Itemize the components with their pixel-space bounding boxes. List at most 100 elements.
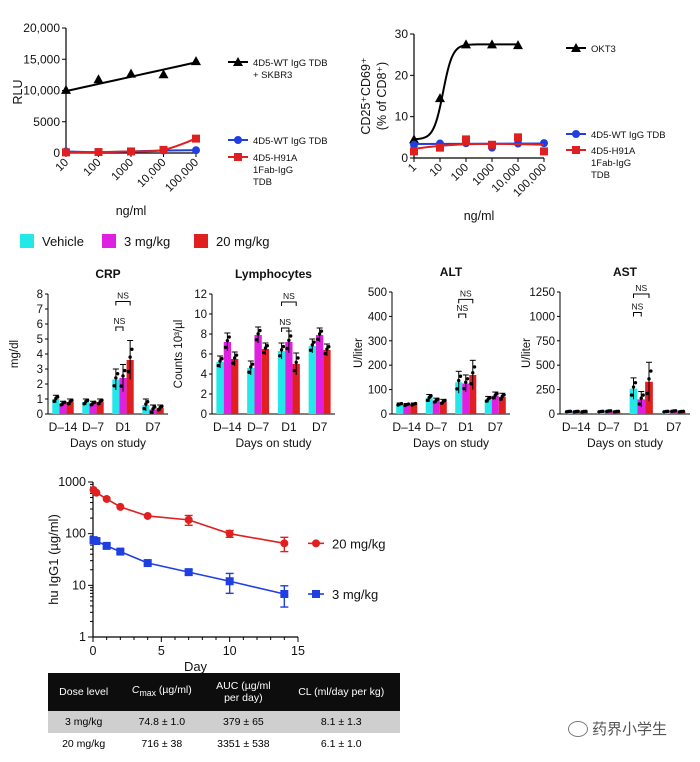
dot xyxy=(278,354,282,358)
series-line xyxy=(413,142,545,150)
x-tick-label: 1000 xyxy=(110,157,137,184)
panel-alt-chart: ALT 0 100 200 300 400 500 D–14 D–7 D1 D7 NS NS Days o… xyxy=(353,265,510,450)
bar xyxy=(216,362,224,414)
legend-swatch xyxy=(194,234,208,248)
y-tick-label: 3 xyxy=(37,364,43,376)
significance-bracket xyxy=(633,293,650,298)
data-point xyxy=(92,488,101,497)
dot xyxy=(458,374,463,378)
data-point xyxy=(410,147,418,156)
x-tick-label: D–14 xyxy=(213,420,242,434)
legend-label: 20 mg/kg xyxy=(216,234,269,249)
significance-label: NS xyxy=(460,288,472,298)
y-tick-label: 100 xyxy=(368,385,387,397)
data-point xyxy=(116,547,125,556)
legend-marker xyxy=(312,539,320,548)
data-point xyxy=(280,539,289,548)
data-point xyxy=(93,74,104,84)
legend-label: 3 mg/kg xyxy=(332,587,378,602)
bar xyxy=(425,398,433,414)
y-axis-label: mg/dl xyxy=(9,340,21,368)
data-point xyxy=(436,143,444,152)
data-point xyxy=(184,568,193,577)
x-tick-label: 15 xyxy=(291,644,305,658)
bar xyxy=(498,396,506,414)
y-tick-label: 10 xyxy=(395,110,409,124)
dot xyxy=(436,397,440,401)
data-point xyxy=(94,148,103,157)
x-axis-label: Days on study xyxy=(235,436,311,450)
dot xyxy=(491,396,496,400)
significance-bracket xyxy=(458,298,474,304)
pk-cell: 379 ± 65 xyxy=(204,711,283,733)
dot xyxy=(254,338,258,342)
data-point xyxy=(143,559,152,568)
bar xyxy=(396,404,404,414)
legend-label: OKT3 xyxy=(591,44,616,55)
dot xyxy=(85,398,90,403)
wechat-icon xyxy=(568,720,588,737)
dot xyxy=(455,387,459,391)
dot xyxy=(406,402,411,406)
significance-label: NS xyxy=(456,303,468,313)
bar xyxy=(403,404,411,414)
dot xyxy=(488,396,492,400)
dot xyxy=(317,332,322,336)
bar xyxy=(308,346,316,414)
dot xyxy=(631,385,636,389)
x-tick-label: D7 xyxy=(488,420,504,434)
y-tick-label: 400 xyxy=(368,311,387,323)
bar xyxy=(484,399,492,414)
data-point xyxy=(192,146,200,155)
dot xyxy=(289,334,293,338)
significance-bracket xyxy=(115,301,131,306)
dot xyxy=(425,398,430,403)
y-tick-label: 20 xyxy=(395,68,409,82)
x-tick-label: 100 xyxy=(82,157,104,179)
dot xyxy=(471,371,475,375)
bar xyxy=(59,403,67,414)
dot xyxy=(296,356,300,360)
y-tick-label: 750 xyxy=(536,336,555,348)
dot xyxy=(247,370,251,374)
x-tick-label: D–7 xyxy=(82,420,104,434)
y-axis-label: U/liter xyxy=(521,338,533,368)
y-tick-label: 0 xyxy=(401,151,408,165)
data-point xyxy=(126,68,136,78)
legend-label: 4D5-H91A xyxy=(253,153,298,164)
significance-label: NS xyxy=(114,316,126,326)
data-point xyxy=(435,93,445,103)
dot xyxy=(495,391,499,396)
dot xyxy=(616,409,621,413)
data-point xyxy=(191,56,201,66)
bar xyxy=(82,402,90,414)
dot xyxy=(666,409,670,413)
significance-label: NS xyxy=(117,291,129,301)
group-legend: Vehicle 3 mg/kg 20 mg/kg xyxy=(20,234,269,249)
x-axis-label: ng/ml xyxy=(464,209,495,223)
bar xyxy=(261,349,270,414)
y-tick-label: 4 xyxy=(201,369,208,381)
data-point xyxy=(192,134,200,143)
dot xyxy=(310,343,315,347)
y-tick-label: 20,000 xyxy=(23,21,60,35)
y-tick-label: 5000 xyxy=(33,115,60,129)
significance-label: NS xyxy=(635,283,647,293)
dot xyxy=(457,378,461,383)
dot xyxy=(502,393,506,397)
dot xyxy=(633,381,638,385)
pk-cell: 8.1 ± 1.3 xyxy=(282,711,400,733)
dot xyxy=(472,365,477,369)
y-tick-label: 500 xyxy=(368,287,387,299)
dot xyxy=(126,370,131,374)
bar xyxy=(52,399,60,414)
dot xyxy=(319,329,324,333)
dot xyxy=(130,347,134,351)
dot xyxy=(639,396,643,400)
bar xyxy=(223,342,232,414)
bar xyxy=(277,351,286,414)
dot xyxy=(464,380,468,384)
x-tick-label: D–7 xyxy=(598,420,620,434)
x-tick-label: D7 xyxy=(145,420,161,434)
